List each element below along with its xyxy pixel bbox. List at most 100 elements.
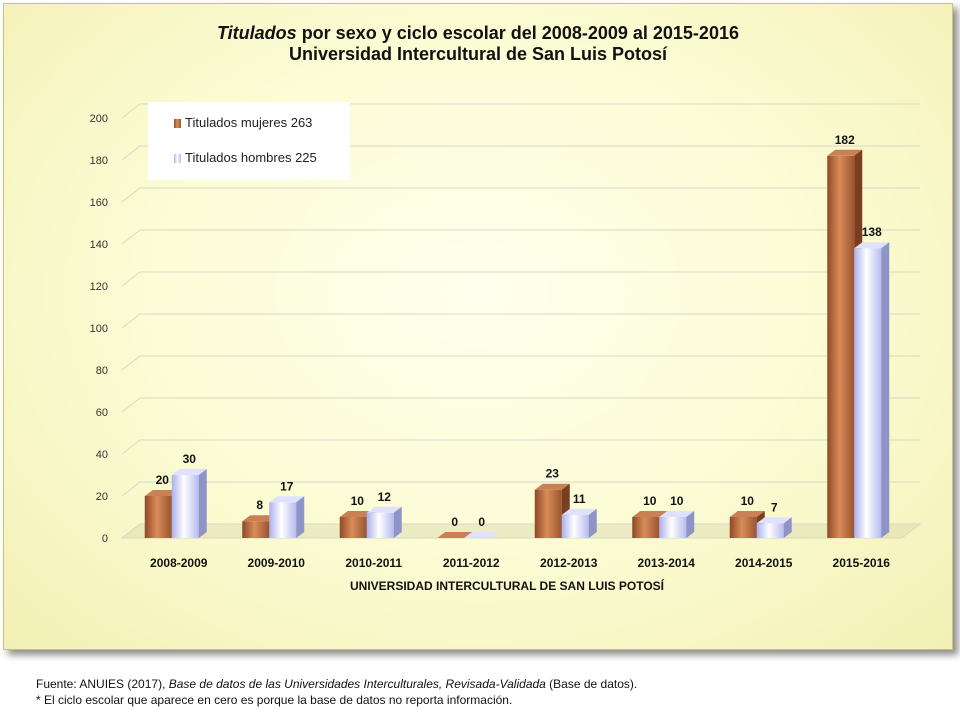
bar-front [854, 248, 882, 538]
bar-front [171, 475, 199, 538]
bar-side [588, 508, 597, 538]
data-label: 23 [546, 467, 560, 481]
bar [756, 517, 792, 538]
bar-side [686, 511, 695, 538]
bar-front [144, 496, 172, 538]
source-footer: Fuente: ANUIES (2017), Base de datos de … [36, 676, 637, 708]
bar-top [366, 506, 402, 513]
bar [437, 532, 473, 538]
bar-side [783, 517, 792, 538]
legend-swatch-hombres [174, 154, 181, 163]
x-tick-label: 2012-2013 [540, 556, 598, 570]
data-label: 10 [670, 494, 684, 508]
bar [854, 242, 890, 538]
bar [269, 496, 305, 538]
bar-front [366, 512, 394, 538]
bars-layer [144, 149, 890, 539]
data-label: 10 [643, 494, 657, 508]
y-tick-label: 120 [90, 281, 108, 293]
data-label: 7 [771, 500, 778, 514]
data-label: 8 [256, 498, 263, 512]
data-label: 182 [835, 133, 855, 147]
legend-box [148, 102, 350, 180]
bar-top [561, 508, 597, 515]
bar-top [756, 517, 792, 524]
x-tick-label: 2010-2011 [345, 556, 402, 570]
bar-chart: Titulados por sexo y ciclo escolar del 2… [90, 23, 922, 593]
chart-frame: Titulados por sexo y ciclo escolar del 2… [3, 3, 953, 650]
y-tick-label: 0 [102, 533, 108, 545]
bar-side [296, 496, 305, 538]
bar-top [269, 496, 305, 503]
gridline-side [121, 103, 141, 119]
gridline-side [121, 439, 141, 455]
bar-top [827, 149, 863, 156]
bar [561, 508, 597, 538]
footer-source-suffix: (Base de datos). [545, 677, 638, 691]
bar-front [561, 514, 589, 538]
y-tick-label: 100 [90, 323, 108, 335]
data-label: 10 [351, 494, 365, 508]
gridline-side [121, 397, 141, 413]
bar-front [534, 489, 562, 538]
bar-top [437, 532, 473, 538]
data-label: 138 [862, 225, 882, 239]
gridline-side [121, 271, 141, 287]
bar-front [756, 523, 784, 538]
chart-title: Titulados por sexo y ciclo escolar del 2… [217, 23, 739, 43]
gridline-side [121, 145, 141, 161]
bar-top [144, 490, 180, 496]
x-tick-label: 2008-2009 [150, 556, 208, 570]
gridline-side [121, 355, 141, 371]
bar-front [269, 502, 297, 538]
bar-top [632, 511, 668, 517]
legend: Titulados mujeres 263 Titulados hombres … [148, 102, 350, 180]
legend-swatch-mujeres [174, 119, 181, 128]
bar-front [659, 517, 687, 538]
bar [171, 469, 207, 538]
gridline-side [121, 229, 141, 245]
bar-top [339, 511, 375, 517]
bar [366, 506, 402, 538]
gridline-side [121, 481, 141, 497]
bar-top [729, 511, 765, 517]
bar-top [854, 242, 890, 249]
chart-title-rest: por sexo y ciclo escolar del 2008-2009 a… [297, 23, 739, 43]
y-tick-label: 160 [90, 197, 108, 209]
x-axis-title: UNIVERSIDAD INTERCULTURAL DE SAN LUIS PO… [350, 578, 665, 593]
y-tick-label: 40 [96, 449, 108, 461]
chart-subtitle: Universidad Intercultural de San Luis Po… [289, 44, 668, 64]
y-tick-label: 140 [90, 239, 108, 251]
labels-layer: 0204060801001201401601802002008-20092030… [90, 113, 891, 570]
bar-top [534, 483, 570, 490]
data-label: 17 [280, 479, 294, 493]
data-label: 20 [156, 473, 170, 487]
gridline-side [121, 313, 141, 329]
x-tick-label: 2011-2012 [443, 556, 500, 570]
chart-floor [120, 523, 922, 539]
bar-front [827, 155, 855, 539]
grid-layer [120, 103, 922, 539]
y-tick-label: 80 [96, 365, 108, 377]
data-label: 0 [451, 515, 458, 529]
bar-front [339, 517, 367, 538]
legend-label-hombres: Titulados hombres 225 [185, 150, 317, 165]
bar-front [242, 521, 270, 538]
footer-note-line: * El ciclo escolar que aparece en cero e… [36, 693, 513, 707]
y-tick-label: 60 [96, 407, 108, 419]
y-tick-label: 200 [90, 113, 108, 125]
bar-top [464, 532, 500, 538]
data-label: 11 [573, 492, 586, 506]
x-tick-label: 2014-2015 [735, 556, 793, 570]
bar-top [171, 469, 207, 475]
x-tick-label: 2013-2014 [638, 556, 696, 570]
y-tick-label: 180 [90, 155, 108, 167]
x-tick-label: 2009-2010 [248, 556, 306, 570]
data-label: 12 [378, 490, 392, 504]
footer-source-prefix: Fuente: ANUIES (2017), [36, 677, 169, 691]
x-tick-label: 2015-2016 [833, 556, 891, 570]
bar [464, 532, 500, 538]
gridline-side [121, 187, 141, 203]
bar-front [729, 517, 757, 538]
footer-source-title: Base de datos de las Universidades Inter… [168, 677, 546, 691]
